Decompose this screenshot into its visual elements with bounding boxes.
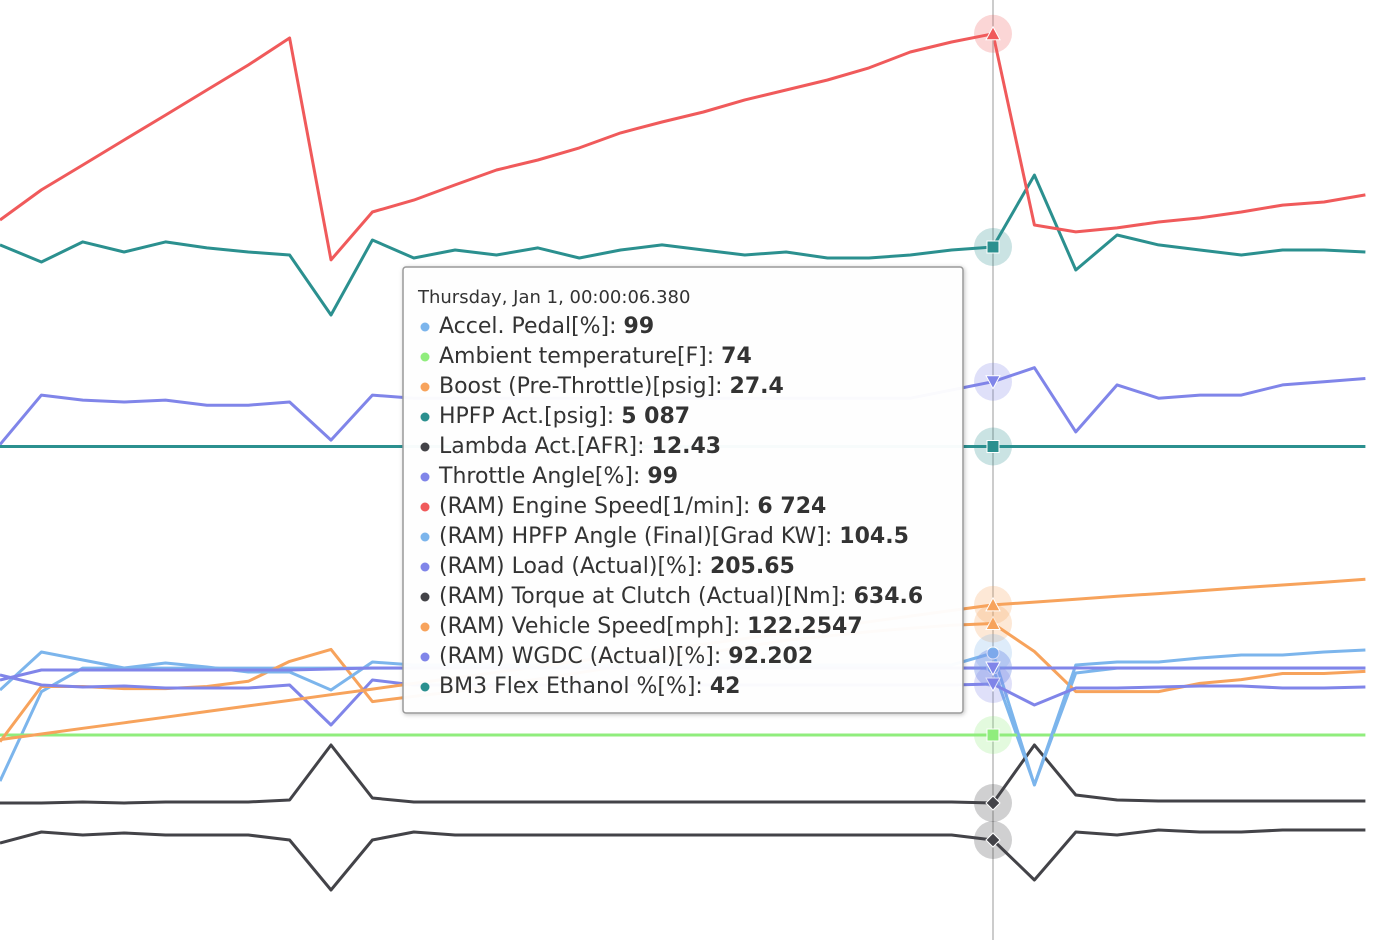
hover-marker: [985, 677, 1001, 693]
hover-marker: [986, 440, 1000, 453]
tooltip-value: 5 087: [621, 404, 690, 429]
tooltip-label: (RAM) Torque at Clutch (Actual)[Nm]:: [439, 584, 847, 609]
tooltip-item: Boost (Pre-Throttle)[psig]: 27.4: [439, 374, 784, 399]
tooltip-item: HPFP Act.[psig]: 5 087: [439, 404, 690, 429]
tooltip-bullet: [420, 352, 430, 362]
hover-marker: [985, 832, 1001, 848]
tooltip-label: HPFP Act.[psig]:: [439, 404, 614, 429]
series-line: [0, 32, 1366, 262]
tooltip-label: (RAM) WGDC (Actual)[%]:: [439, 644, 721, 669]
tooltip-label: Boost (Pre-Throttle)[psig]:: [439, 374, 723, 399]
tooltip-item: (RAM) HPFP Angle (Final)[Grad KW]: 104.5: [439, 524, 909, 549]
tooltip-bullet: [420, 532, 430, 542]
tooltip-bullet: [420, 562, 430, 572]
tooltip-title: Thursday, Jan 1, 00:00:06.380: [417, 287, 690, 308]
tooltip-bullet: [420, 502, 430, 512]
tooltip-item: (RAM) WGDC (Actual)[%]: 92.202: [439, 644, 813, 669]
hover-marker: [985, 795, 1001, 811]
tooltip-bullet: [420, 682, 430, 692]
tooltip-value: 92.202: [728, 644, 813, 669]
tooltip-value: 122.2547: [747, 614, 863, 639]
tooltip-item: (RAM) Load (Actual)[%]: 205.65: [439, 554, 795, 579]
tooltip-item: Ambient temperature[F]: 74: [439, 344, 752, 369]
tooltip-item: Lambda Act.[AFR]: 12.43: [439, 434, 721, 459]
tooltip: Thursday, Jan 1, 00:00:06.380 Accel. Ped…: [402, 266, 964, 714]
tooltip-item: Throttle Angle[%]: 99: [438, 464, 678, 489]
tooltip-box: [402, 266, 964, 714]
tooltip-label: Throttle Angle[%]:: [438, 464, 640, 489]
tooltip-label: Accel. Pedal[%]:: [439, 314, 617, 339]
tooltip-value: 12.43: [652, 434, 722, 459]
tooltip-label: (RAM) HPFP Angle (Final)[Grad KW]:: [439, 524, 832, 549]
tooltip-value: 99: [647, 464, 678, 489]
tooltip-value: 42: [710, 674, 741, 699]
tooltip-value: 205.65: [710, 554, 795, 579]
hover-marker: [986, 646, 1000, 660]
tooltip-label: Lambda Act.[AFR]:: [439, 434, 645, 459]
hover-marker: [986, 240, 1000, 254]
hover-marker: [986, 728, 1000, 742]
tooltip-bullet: [420, 412, 430, 422]
hover-marker: [985, 661, 1001, 677]
tooltip-value: 74: [721, 344, 752, 369]
series-line: [0, 828, 1366, 892]
tooltip-bullet: [420, 442, 430, 452]
tooltip-bullet: [420, 382, 430, 392]
tooltip-item: BM3 Flex Ethanol %[%]: 42: [439, 674, 740, 699]
tooltip-bullet: [420, 622, 430, 632]
tooltip-value: 6 724: [757, 494, 826, 519]
tooltip-bullet: [420, 472, 430, 482]
hover-marker: [985, 375, 1001, 390]
tooltip-label: BM3 Flex Ethanol %[%]:: [439, 674, 703, 699]
tooltip-item: Accel. Pedal[%]: 99: [439, 314, 654, 339]
hover-marker: [985, 596, 1001, 612]
tooltip-item: (RAM) Engine Speed[1/min]: 6 724: [439, 494, 826, 519]
tooltip-item: (RAM) Vehicle Speed[mph]: 122.2547: [439, 614, 863, 639]
tooltip-label: Ambient temperature[F]:: [439, 344, 714, 369]
tooltip-bullet: [420, 652, 430, 662]
hover-marker: [985, 25, 1001, 41]
tooltip-item: (RAM) Torque at Clutch (Actual)[Nm]: 634.…: [439, 584, 923, 609]
tooltip-label: (RAM) Engine Speed[1/min]:: [439, 494, 750, 519]
hover-marker: [985, 615, 1001, 631]
tooltip-bullet: [420, 592, 430, 602]
tooltip-label: (RAM) Vehicle Speed[mph]:: [439, 614, 740, 639]
series-line: [0, 173, 1366, 317]
tooltip-value: 27.4: [730, 374, 784, 399]
tooltip-value: 99: [624, 314, 655, 339]
tooltip-bullet: [420, 322, 430, 332]
tooltip-label: (RAM) Load (Actual)[%]:: [439, 554, 703, 579]
series-line: [0, 743, 1366, 805]
tooltip-value: 634.6: [854, 584, 924, 609]
tooltip-value: 104.5: [839, 524, 909, 549]
